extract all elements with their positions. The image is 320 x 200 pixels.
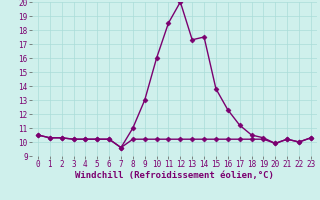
X-axis label: Windchill (Refroidissement éolien,°C): Windchill (Refroidissement éolien,°C) bbox=[75, 171, 274, 180]
